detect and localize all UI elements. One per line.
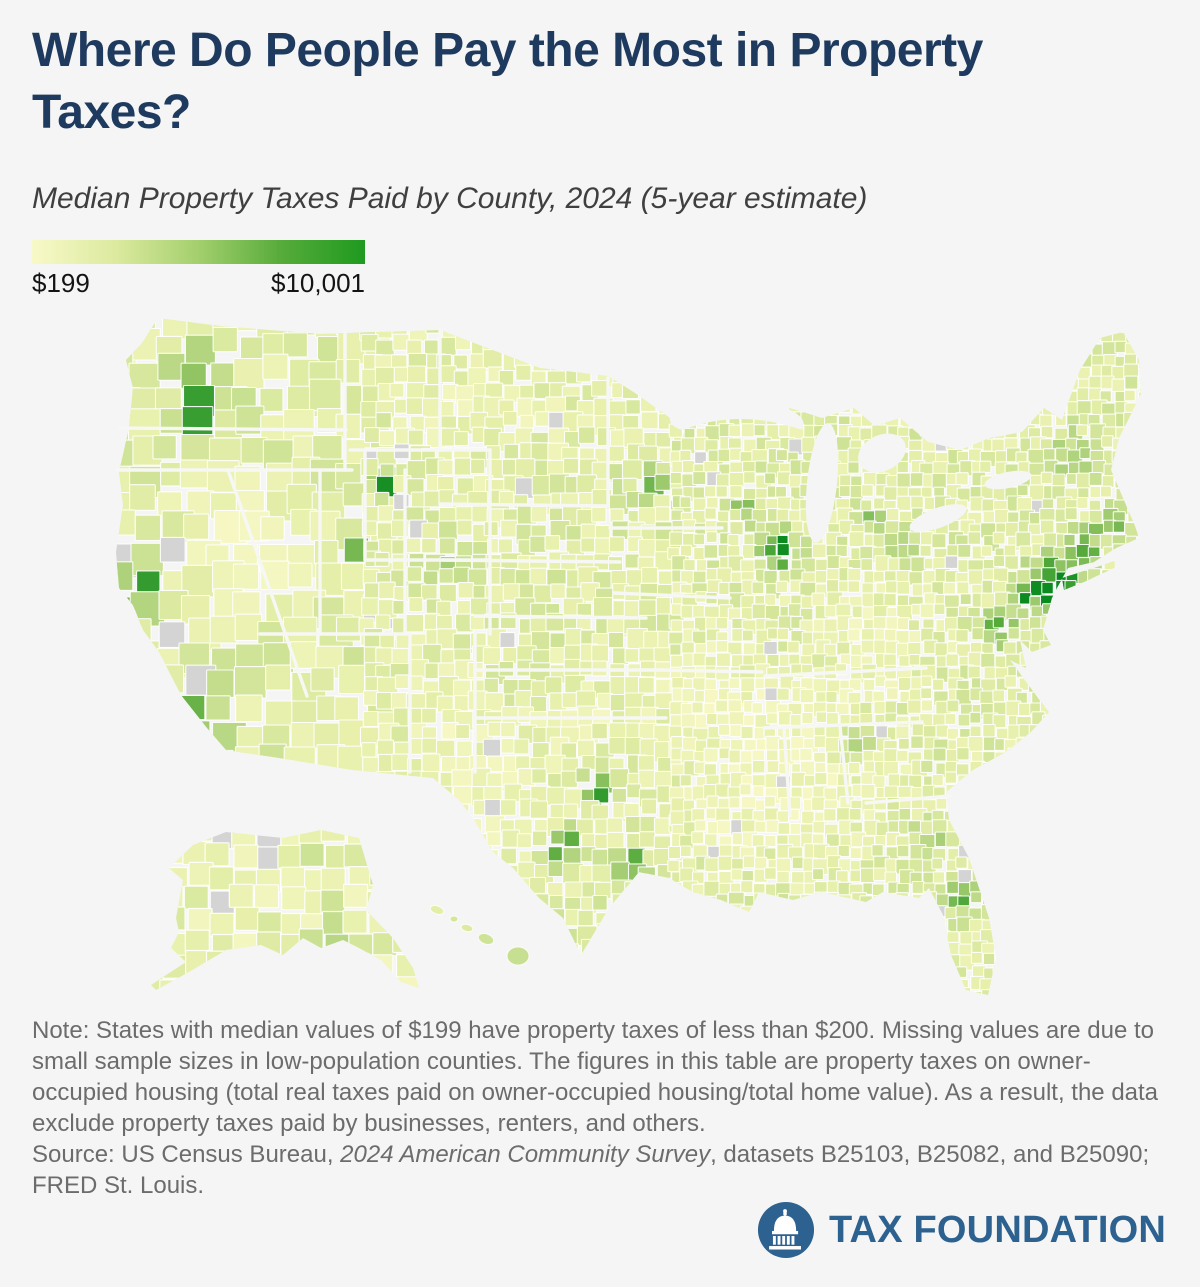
legend-max-label: $10,001 xyxy=(271,268,365,298)
source-text: Source: US Census Bureau, 2024 American … xyxy=(32,1141,1150,1199)
color-legend: $199 $10,001 xyxy=(32,240,365,299)
footnotes: Note: States with median values of $199 … xyxy=(32,1015,1182,1201)
tax-foundation-logo: TAX FOUNDATION xyxy=(757,1199,1166,1261)
choropleth-svg xyxy=(115,318,1141,995)
legend-gradient-bar xyxy=(32,240,365,264)
chart-subtitle: Median Property Taxes Paid by County, 20… xyxy=(32,182,868,215)
logo-wordmark: TAX FOUNDATION xyxy=(828,1208,1166,1251)
legend-labels: $199 $10,001 xyxy=(32,268,365,299)
legend-min-label: $199 xyxy=(32,268,90,298)
capitol-dome-icon xyxy=(757,1201,815,1259)
note-text: Note: States with median values of $199 … xyxy=(32,1017,1159,1137)
us-county-choropleth-map xyxy=(20,298,1180,1010)
page-title: Where Do People Pay the Most in Property… xyxy=(32,24,983,139)
